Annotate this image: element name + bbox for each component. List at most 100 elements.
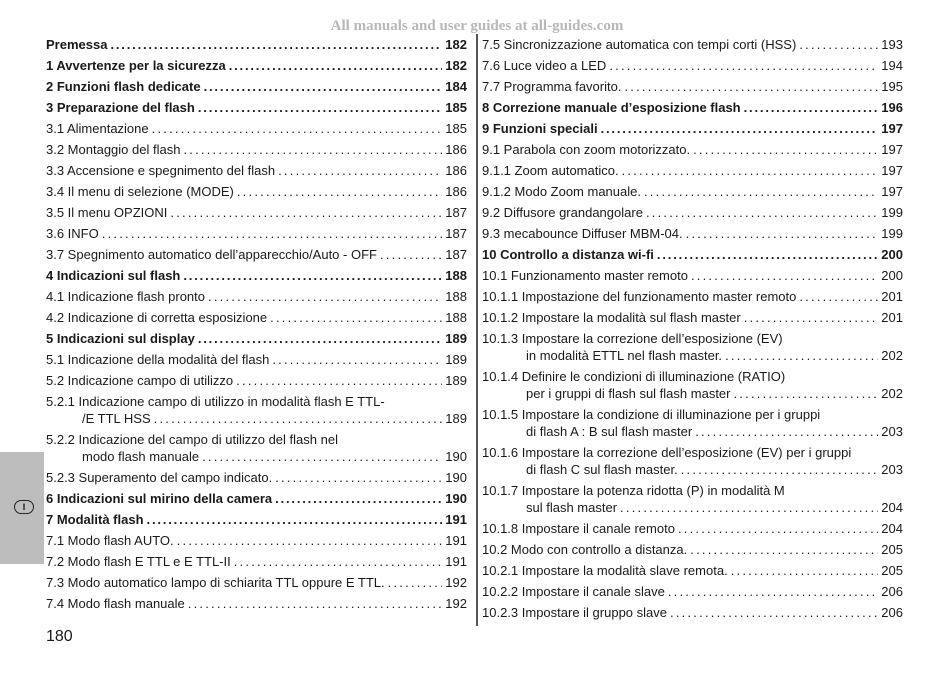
toc-left-column: Premessa1821 Avvertenze per la sicurezza… [46,34,467,614]
dot-leader [609,57,878,74]
toc-entry[interactable]: 10.1.3 Impostare la correzione dell’espo… [482,328,903,366]
toc-entry-title: 3.7 Spegnimento automatico dell’apparecc… [46,247,377,262]
toc-entry-title-continued: per i gruppi di flash sul flash master [526,386,731,401]
toc-entry-page: 184 [445,79,467,94]
toc-entry[interactable]: 6 Indicazioni sul mirino della camera 190 [46,488,467,509]
toc-entry[interactable]: 3.5 Il menu OPZIONI 187 [46,202,467,223]
toc-entry-line: 3.5 Il menu OPZIONI 187 [46,204,467,221]
toc-entry[interactable]: 9.3 mecabounce Diffuser MBM-04. 199 [482,223,903,244]
toc-entry[interactable]: 10.1.4 Definire le condizioni di illumin… [482,366,903,404]
toc-entry-line: 10.2.1 Impostare la modalità slave remot… [482,562,903,579]
dot-leader [183,267,442,284]
column-divider [476,34,478,626]
toc-entry[interactable]: 4.1 Indicazione flash pronto 188 [46,286,467,307]
dot-leader [668,583,878,600]
toc-entry[interactable]: 5.2 Indicazione campo di utilizzo 189 [46,370,467,391]
toc-entry-title: 9.3 mecabounce Diffuser MBM-04. [482,226,683,241]
dot-leader [670,604,878,621]
toc-entry[interactable]: 7.2 Modo flash E TTL e E TTL-II 191 [46,551,467,572]
toc-entry[interactable]: 5 Indicazioni sul display 189 [46,328,467,349]
toc-entry[interactable]: 5.1 Indicazione della modalità del flash… [46,349,467,370]
toc-entry[interactable]: 7.4 Modo flash manuale 192 [46,593,467,614]
toc-entry-title: 7.7 Programma favorito. [482,79,622,94]
dot-leader [388,574,443,591]
toc-entry-page: 191 [445,533,467,548]
toc-entry[interactable]: 10.2.3 Impostare il gruppo slave 206 [482,602,903,623]
toc-entry-title: 4 Indicazioni sul flash [46,268,181,283]
toc-entry-page: 202 [881,386,903,401]
dot-leader [624,78,878,95]
toc-entry-line: 7.7 Programma favorito. 195 [482,78,903,95]
toc-entry-continuation: di flash C sul flash master. 203 [482,461,903,478]
dot-leader [744,99,879,116]
toc-entry[interactable]: 10.1.1 Impostazione del funzionamento ma… [482,286,903,307]
toc-entry-page: 195 [881,79,903,94]
toc-entry[interactable]: 3.4 Il menu di selezione (MODE) 186 [46,181,467,202]
toc-entry[interactable]: 3.3 Accensione e spegnimento del flash 18… [46,160,467,181]
toc-entry[interactable]: 9.1.2 Modo Zoom manuale. 197 [482,181,903,202]
toc-entry-title: 5 Indicazioni sul display [46,331,195,346]
toc-entry[interactable]: 10.2.2 Impostare il canale slave 206 [482,581,903,602]
toc-entry[interactable]: 7.7 Programma favorito. 195 [482,76,903,97]
toc-entry-page: 192 [445,596,467,611]
toc-entry-page: 204 [881,500,903,515]
toc-entry[interactable]: 8 Correzione manuale d’esposizione flash… [482,97,903,118]
toc-entry-page: 189 [445,411,467,426]
toc-entry[interactable]: 5.2.3 Superamento del campo indicato. 190 [46,467,467,488]
toc-entry-page: 182 [445,58,467,73]
dot-leader [102,225,443,242]
toc-entry[interactable]: 4 Indicazioni sul flash 188 [46,265,467,286]
toc-entry[interactable]: 3 Preparazione del flash 185 [46,97,467,118]
dot-leader [177,532,443,549]
toc-entry-title: 7.5 Sincronizzazione automatica con temp… [482,37,797,52]
toc-entry[interactable]: 5.2.2 Indicazione del campo di utilizzo … [46,429,467,467]
dot-leader [204,78,443,95]
toc-entry[interactable]: 7.3 Modo automatico lampo di schiarita T… [46,572,467,593]
toc-entry[interactable]: 1 Avvertenze per la sicurezza 182 [46,55,467,76]
toc-entry-title-continued: sul flash master [526,500,618,515]
toc-entry[interactable]: 10.1.7 Impostare la potenza ridotta (P) … [482,480,903,518]
toc-entry-line: 10.1 Funzionamento master remoto 200 [482,267,903,284]
toc-entry[interactable]: 9 Funzioni speciali 197 [482,118,903,139]
toc-entry[interactable]: 3.1 Alimentazione 185 [46,118,467,139]
toc-entry[interactable]: 10.1.2 Impostare la modalità sul flash m… [482,307,903,328]
toc-entry-line: 7.5 Sincronizzazione automatica con temp… [482,36,903,53]
toc-entry-line: 10.2.3 Impostare il gruppo slave 206 [482,604,903,621]
toc-entry[interactable]: 4.2 Indicazione di corretta esposizione 1… [46,307,467,328]
toc-entry[interactable]: 3.2 Montaggio del flash 186 [46,139,467,160]
dot-leader [731,562,879,579]
toc-entry-line: 10.2 Modo con controllo a distanza. 205 [482,541,903,558]
toc-entry[interactable]: 10.1.8 Impostare il canale remoto 204 [482,518,903,539]
toc-entry-page: 202 [881,348,903,363]
toc-entry-title: 7.4 Modo flash manuale [46,596,185,611]
toc-entry[interactable]: 7 Modalità flash 191 [46,509,467,530]
toc-entry-title: 9.1.2 Modo Zoom manuale. [482,184,641,199]
toc-entry[interactable]: Premessa 182 [46,34,467,55]
toc-entry[interactable]: 2 Funzioni flash dedicate 184 [46,76,467,97]
toc-entry[interactable]: 5.2.1 Indicazione campo di utilizzo in m… [46,391,467,429]
toc-entry[interactable]: 10.2 Modo con controllo a distanza. 205 [482,539,903,560]
toc-entry[interactable]: 7.1 Modo flash AUTO. 191 [46,530,467,551]
toc-entry-page: 187 [445,226,467,241]
toc-entry-line: 9.1.2 Modo Zoom manuale. 197 [482,183,903,200]
toc-entry[interactable]: 7.5 Sincronizzazione automatica con temp… [482,34,903,55]
toc-entry-line: 9 Funzioni speciali 197 [482,120,903,137]
toc-entry[interactable]: 10 Controllo a distanza wi-fi 200 [482,244,903,265]
toc-entry[interactable]: 7.6 Luce video a LED 194 [482,55,903,76]
toc-entry-title: 4.2 Indicazione di corretta esposizione [46,310,268,325]
toc-entry[interactable]: 9.1.1 Zoom automatico. 197 [482,160,903,181]
toc-entry[interactable]: 9.2 Diffusore grandangolare 199 [482,202,903,223]
dot-leader [695,423,878,440]
toc-entry[interactable]: 10.1.6 Impostare la correzione dell’espo… [482,442,903,480]
toc-entry-title: 7.3 Modo automatico lampo di schiarita T… [46,575,385,590]
toc-entry-page: 201 [881,289,903,304]
toc-entry[interactable]: 10.1.5 Impostare la condizione di illumi… [482,404,903,442]
toc-entry[interactable]: 3.7 Spegnimento automatico dell’apparecc… [46,244,467,265]
toc-entry[interactable]: 9.1 Parabola con zoom motorizzato. 197 [482,139,903,160]
toc-entry-title: 1 Avvertenze per la sicurezza [46,58,226,73]
toc-entry[interactable]: 10.1 Funzionamento master remoto 200 [482,265,903,286]
toc-entry[interactable]: 10.2.1 Impostare la modalità slave remot… [482,560,903,581]
toc-entry-page: 194 [881,58,903,73]
toc-entry-title: 10.1.2 Impostare la modalità sul flash m… [482,310,741,325]
toc-entry[interactable]: 3.6 INFO 187 [46,223,467,244]
